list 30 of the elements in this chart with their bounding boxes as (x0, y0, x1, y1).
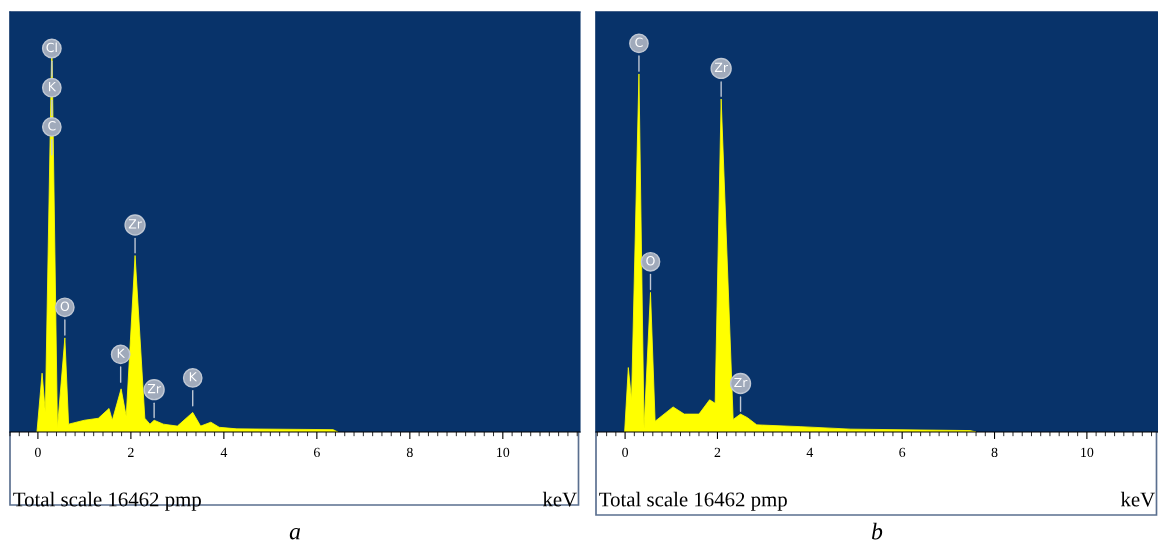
annotation: Zr (734, 377, 748, 387)
x-tick-label: 0 (622, 447, 629, 458)
x-tick-label: 4 (220, 447, 228, 457)
annotation: Zr (128, 219, 142, 229)
text: Total scale 16462 pmp (13, 491, 201, 511)
annotation: Zr (714, 62, 728, 72)
annotation: Zr (147, 384, 161, 394)
annotation: K (189, 372, 198, 382)
annotation: O (646, 255, 655, 266)
annotation: K (48, 82, 57, 92)
annotation: C (635, 37, 643, 48)
text: Total scale 16462 pmp (599, 491, 787, 511)
x-tick-label: 4 (806, 447, 814, 457)
annotation: Cl (46, 42, 57, 53)
x-tick-label: 10 (1081, 447, 1094, 458)
x-tick-label: 6 (313, 447, 320, 458)
x-axis-title: keV (1120, 491, 1155, 507)
x-tick-label: 8 (406, 447, 413, 458)
text: b (871, 522, 883, 540)
annotation: O (60, 301, 70, 311)
x-tick-label: 2 (714, 447, 721, 457)
x-tick-label: 8 (991, 447, 998, 458)
x-tick-label: 6 (899, 447, 906, 458)
annotation: C (48, 121, 56, 131)
x-axis-title: keV (542, 491, 577, 507)
annotation: K (117, 348, 126, 358)
x-tick-label: 2 (128, 447, 134, 457)
x-tick-label: 0 (34, 447, 41, 458)
text: a (289, 528, 301, 540)
x-tick-label: 10 (497, 447, 510, 458)
